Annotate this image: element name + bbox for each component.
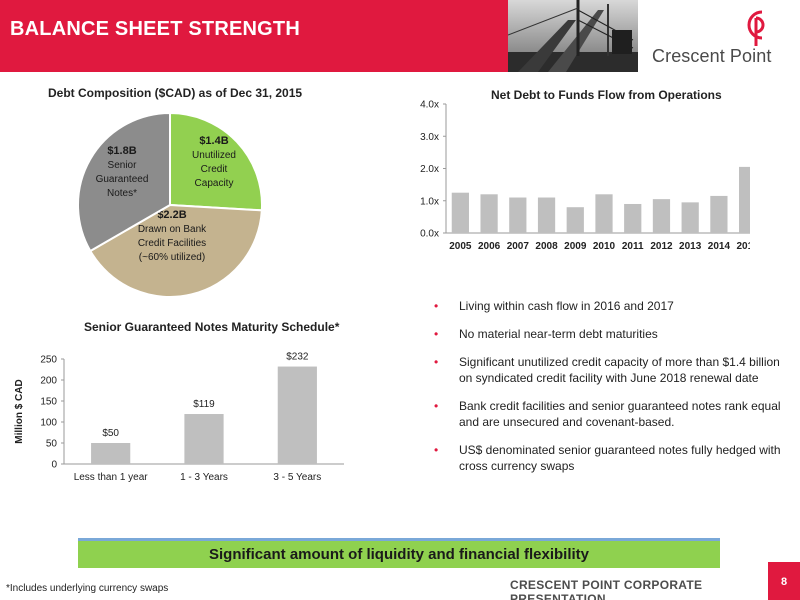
- page-title: BALANCE SHEET STRENGTH: [10, 18, 300, 40]
- x-tick-label: 2013: [679, 241, 702, 252]
- pie-slice-label: Unutilized: [192, 150, 236, 161]
- bullet-text: Living within cash flow in 2016 and 2017: [459, 299, 674, 313]
- footer-label: CRESCENT POINT CORPORATE PRESENTATION: [510, 578, 703, 600]
- key-points-list: • Living within cash flow in 2016 and 201…: [432, 298, 788, 486]
- bar: [710, 195, 728, 233]
- y-tick-label: 150: [40, 397, 57, 408]
- x-tick-label: 2008: [535, 241, 558, 252]
- notes-maturity-bar-chart: 0 50 100 150 200 250 Less than 1 year $50 1 - 3 …: [14, 352, 344, 483]
- net-debt-title: Net Debt to Funds Flow from Operations: [491, 88, 722, 102]
- y-tick-label: 200: [40, 376, 57, 387]
- net-debt-bar-chart: 0.0x 1.0x 2.0x 3.0x 4.0x 2005 2006 2007 2008 2009…: [420, 100, 750, 252]
- bar: [509, 197, 527, 233]
- bullet-item: • Significant unutilized credit capacity …: [432, 354, 788, 386]
- pie-slice-label: Capacity: [195, 178, 234, 189]
- pie-slice-label: Drawn on Bank: [138, 224, 207, 235]
- page-number-box: 8: [768, 562, 800, 600]
- y-tick-label: 2.0x: [420, 164, 439, 175]
- x-tick-label: 2015: [737, 241, 750, 252]
- bullet-item: • US$ denominated senior guaranteed notes…: [432, 442, 788, 474]
- pie-slice-amount: $2.2B: [157, 209, 186, 221]
- debt-pie-title: Debt Composition ($CAD) as of Dec 31, 20…: [48, 86, 303, 100]
- pie-slice-amount: $1.8B: [107, 145, 136, 157]
- brand-name: Crescent Point: [652, 46, 772, 66]
- bar: [595, 194, 613, 233]
- pie-slice: [169, 111, 263, 212]
- x-tick-label: 2012: [650, 241, 673, 252]
- y-tick-label: 0.0x: [420, 229, 439, 240]
- bar: [566, 207, 584, 233]
- x-tick-label: 3 - 5 Years: [273, 472, 321, 483]
- x-tick-label: 1 - 3 Years: [180, 472, 228, 483]
- bar: [480, 194, 498, 233]
- bullet-icon: •: [434, 399, 439, 413]
- bullet-text: US$ denominated senior guaranteed notes …: [459, 443, 781, 473]
- bar: [681, 202, 699, 233]
- bullet-icon: •: [434, 327, 439, 341]
- pie-slice-label: (~60% utilized): [139, 252, 205, 263]
- pie-slice: [88, 203, 263, 298]
- bullet-item: • No material near-term debt maturities: [432, 326, 788, 342]
- x-tick-label: Less than 1 year: [74, 472, 149, 483]
- bar: [652, 199, 671, 233]
- bar: [277, 366, 317, 464]
- y-axis-label: Million $ CAD: [14, 379, 25, 443]
- x-tick-label: 2006: [478, 241, 501, 252]
- bar: [91, 443, 131, 464]
- bar: [624, 203, 642, 233]
- footnote: *Includes underlying currency swaps: [6, 583, 169, 594]
- data-label: $50: [102, 428, 119, 439]
- y-tick-label: 100: [40, 418, 57, 429]
- pie-slice-label: Credit Facilities: [138, 238, 206, 249]
- pie-slice-label: Senior: [108, 160, 138, 171]
- bullet-item: • Bank credit facilities and senior guara…: [432, 398, 788, 430]
- y-tick-label: 50: [46, 439, 58, 450]
- bullet-text: Significant unutilized credit capacity o…: [459, 355, 780, 385]
- callout-text: Significant amount of liquidity and fina…: [208, 546, 590, 563]
- y-tick-label: 250: [40, 355, 57, 366]
- pie-slice-label: Notes*: [107, 188, 137, 199]
- bar: [184, 414, 224, 464]
- bar: [739, 166, 750, 233]
- pie-slice-amount: $1.4B: [199, 135, 228, 147]
- x-tick-label: 2005: [449, 241, 472, 252]
- pie-slice: [77, 111, 171, 253]
- x-tick-label: 2011: [622, 241, 644, 252]
- notes-schedule-title: Senior Guaranteed Notes Maturity Schedul…: [84, 320, 340, 334]
- bullet-text: Bank credit facilities and senior guaran…: [459, 399, 781, 429]
- pie-slice-label: Guaranteed: [96, 174, 149, 185]
- logo-area: Crescent Point: [638, 0, 800, 72]
- bullet-item: • Living within cash flow in 2016 and 201…: [432, 298, 788, 314]
- data-label: $232: [286, 352, 309, 363]
- y-tick-label: 0: [51, 460, 57, 471]
- header-photo: [508, 0, 638, 72]
- crescent-point-logo-icon: [747, 10, 765, 46]
- liquidity-callout: Significant amount of liquidity and fina…: [78, 538, 720, 568]
- x-tick-label: 2014: [708, 241, 731, 252]
- bullet-icon: •: [434, 355, 439, 369]
- pie-slice-label: Credit: [201, 164, 228, 175]
- data-label: $119: [193, 399, 215, 410]
- bar: [451, 192, 469, 233]
- bullet-text: No material near-term debt maturities: [459, 327, 658, 341]
- x-tick-label: 2007: [507, 241, 530, 252]
- header-bar: BALANCE SHEET STRENGTH: [0, 0, 508, 72]
- y-tick-label: 3.0x: [420, 132, 439, 143]
- x-tick-label: 2010: [593, 241, 616, 252]
- bullet-icon: •: [434, 299, 439, 313]
- bullet-icon: •: [434, 443, 439, 457]
- x-tick-label: 2009: [564, 241, 587, 252]
- bar: [537, 197, 556, 233]
- page-number: 8: [780, 576, 788, 588]
- debt-composition-pie: $1.4B Unutilized Credit Capacity $2.2B Drawn …: [77, 111, 263, 298]
- y-tick-label: 4.0x: [420, 100, 439, 111]
- y-tick-label: 1.0x: [420, 196, 439, 207]
